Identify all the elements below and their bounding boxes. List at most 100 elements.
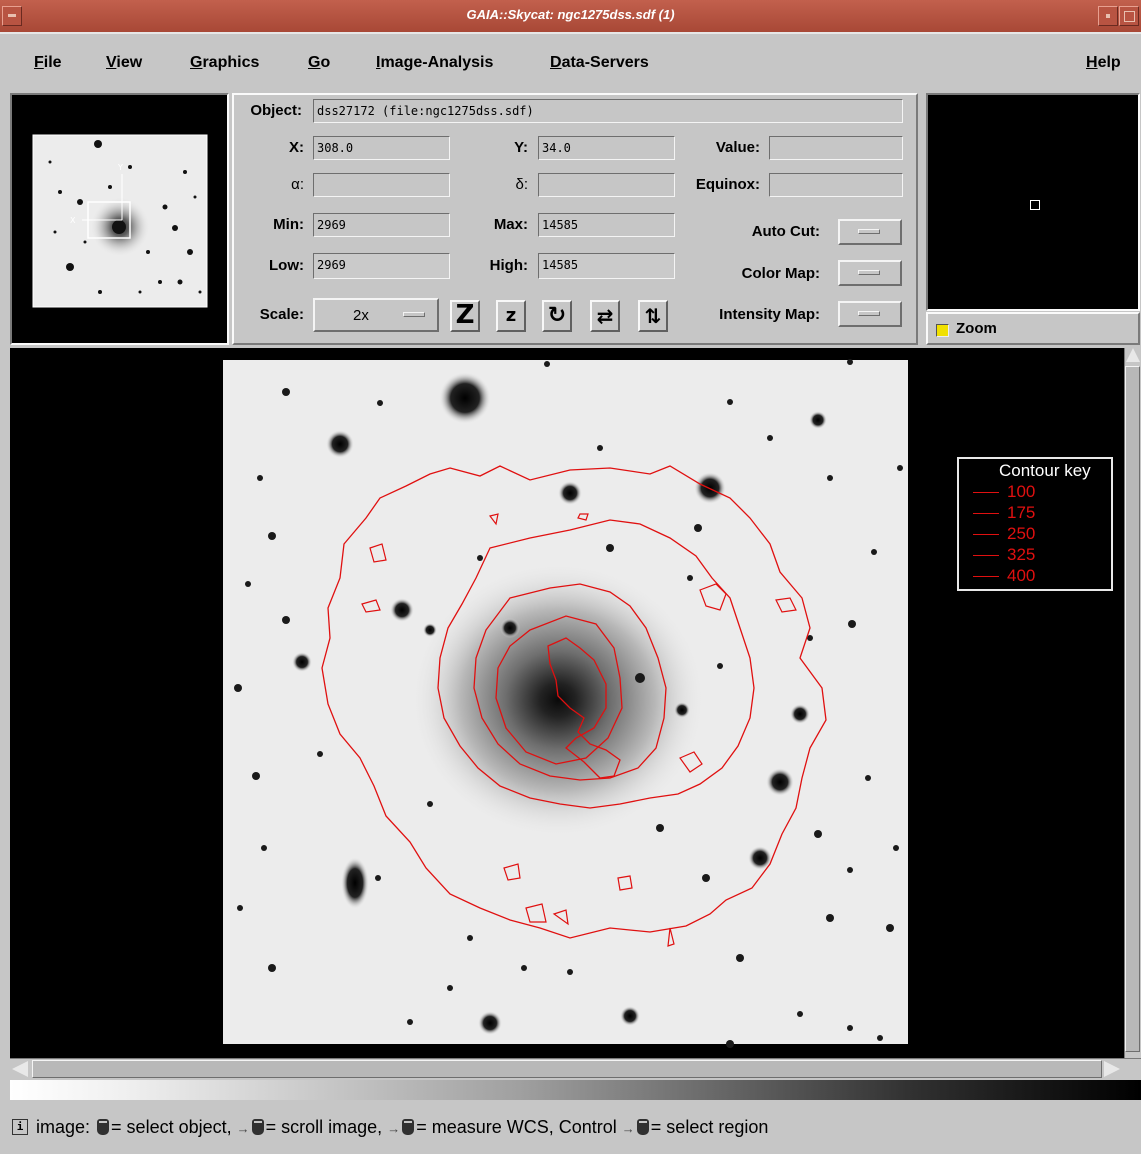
zoom-window xyxy=(926,93,1140,311)
min-field[interactable]: 2969 xyxy=(313,213,450,237)
scroll-right-icon[interactable] xyxy=(1104,1061,1120,1077)
contour-islands xyxy=(361,513,797,947)
menu-help-label: elp xyxy=(1097,54,1121,71)
contour-level-3 xyxy=(473,583,667,781)
scale-menu-button[interactable]: 2x xyxy=(313,298,439,332)
contour-level-4 xyxy=(495,615,623,765)
contour-key-entry: 100 xyxy=(971,482,1111,503)
contour-level-2 xyxy=(437,519,755,809)
alpha-label: α: xyxy=(291,176,304,193)
status-select-region: = select region xyxy=(650,1117,769,1137)
delta-field[interactable] xyxy=(538,173,675,197)
intensity-map-menu-button[interactable] xyxy=(838,301,902,327)
menu-view[interactable]: View xyxy=(106,54,142,72)
maximize-icon xyxy=(1124,11,1135,22)
scroll-left-icon[interactable] xyxy=(12,1061,28,1077)
menu-data-servers-label: ata-Servers xyxy=(561,54,649,71)
low-label: Low: xyxy=(269,257,304,274)
mouse-button-icon xyxy=(402,1119,415,1135)
drag-arrow-icon: → xyxy=(236,1121,250,1136)
contour-line-swatch xyxy=(973,492,999,493)
maximize-button[interactable] xyxy=(1119,6,1139,26)
delta-label: δ: xyxy=(515,176,528,193)
zoom-toggle[interactable]: Zoom xyxy=(926,312,1140,345)
mouse-button-icon xyxy=(251,1119,264,1135)
high-field[interactable]: 14585 xyxy=(538,253,675,279)
contour-line-swatch xyxy=(973,534,999,535)
equinox-field[interactable] xyxy=(769,173,903,197)
panner-core xyxy=(112,220,126,234)
horizontal-scrollbar[interactable] xyxy=(10,1058,1141,1080)
menu-view-label: iew xyxy=(116,54,143,71)
window-menu-button[interactable] xyxy=(2,6,22,26)
scale-label: Scale: xyxy=(259,306,304,323)
panner-thumbnail[interactable]: Y X xyxy=(30,132,210,310)
contour-level-5 xyxy=(547,637,621,779)
auto-cut-menu-button[interactable] xyxy=(838,219,902,245)
contour-level-label: 250 xyxy=(1007,524,1036,543)
equinox-label: Equinox: xyxy=(695,176,760,193)
minimize-button[interactable] xyxy=(1098,6,1118,26)
compass-e-label: X xyxy=(70,216,76,225)
color-map-label: Color Map: xyxy=(741,265,820,282)
menu-indicator-icon xyxy=(403,312,425,317)
object-label: Object: xyxy=(250,102,302,119)
compass-n-label: Y xyxy=(117,163,123,172)
menu-help-mnemonic: H xyxy=(1086,54,1098,71)
contour-key-title: Contour key xyxy=(999,461,1091,480)
scroll-up-icon[interactable] xyxy=(1126,348,1140,362)
x-field[interactable]: 308.0 xyxy=(313,136,450,160)
flip-x-button[interactable]: ⇄ xyxy=(590,300,620,332)
menu-indicator-icon xyxy=(858,270,880,275)
color-map-menu-button[interactable] xyxy=(838,260,902,286)
contour-lines xyxy=(321,465,827,939)
max-label: Max: xyxy=(493,216,528,233)
rotate-button[interactable]: ↻ xyxy=(542,300,572,332)
value-field[interactable] xyxy=(769,136,903,160)
menu-data-servers[interactable]: Data-Servers xyxy=(550,54,649,72)
object-field[interactable]: dss27172 (file:ngc1275dss.sdf) xyxy=(313,99,903,123)
status-measure-wcs: = measure WCS, Control xyxy=(416,1117,617,1137)
contour-level-label: 100 xyxy=(1007,482,1036,501)
drag-arrow-icon: → xyxy=(387,1121,401,1136)
horizontal-scroll-thumb[interactable] xyxy=(32,1060,1102,1078)
contour-key-entry: 325 xyxy=(971,545,1111,566)
contour-key-entry: 250 xyxy=(971,524,1111,545)
low-field[interactable]: 2969 xyxy=(313,253,450,279)
menu-help[interactable]: Help xyxy=(1086,54,1121,72)
menu-bar: File View Graphics Go Image-Analysis Dat… xyxy=(0,32,1141,88)
zoom-checkbox-icon[interactable] xyxy=(936,324,949,337)
menu-go[interactable]: Go xyxy=(308,54,330,72)
image-canvas[interactable]: Contour key 100 175 250 325 400 xyxy=(10,348,1124,1058)
zoom-label: Zoom xyxy=(956,320,997,337)
vertical-scrollbar[interactable] xyxy=(1124,348,1141,1058)
window-title: GAIA::Skycat: ngc1275dss.sdf (1) xyxy=(466,7,675,22)
y-field[interactable]: 34.0 xyxy=(538,136,675,160)
flip-y-button[interactable]: ⇅ xyxy=(638,300,668,332)
panner-panel[interactable]: Y X xyxy=(10,93,229,345)
menu-file[interactable]: File xyxy=(34,54,62,72)
contour-level-label: 175 xyxy=(1007,503,1036,522)
zoom-cursor-box xyxy=(1030,200,1040,210)
vertical-scroll-thumb[interactable] xyxy=(1125,366,1140,1052)
alpha-field[interactable] xyxy=(313,173,450,197)
max-field[interactable]: 14585 xyxy=(538,213,675,237)
minimize-icon xyxy=(1106,14,1110,18)
menu-go-mnemonic: G xyxy=(308,54,321,71)
contour-key-entry: 175 xyxy=(971,503,1111,524)
galaxy-ngc1275 xyxy=(408,560,708,840)
status-prefix: image: xyxy=(36,1117,91,1137)
menu-graphics[interactable]: Graphics xyxy=(190,54,259,72)
title-bar: GAIA::Skycat: ngc1275dss.sdf (1) xyxy=(0,0,1141,33)
drag-arrow-icon: → xyxy=(621,1121,635,1136)
colorbar[interactable] xyxy=(10,1080,1141,1100)
image-display[interactable] xyxy=(10,348,1124,1058)
menu-data-servers-mnemonic: D xyxy=(550,54,562,71)
info-panel xyxy=(232,93,918,345)
intensity-map-label: Intensity Map: xyxy=(719,306,820,323)
menu-image-analysis[interactable]: Image-Analysis xyxy=(376,54,493,72)
zoom-in-button[interactable]: Z xyxy=(450,300,480,332)
zoom-out-button[interactable]: z xyxy=(496,300,526,332)
high-label: High: xyxy=(489,257,528,274)
status-bar: i image: = select object, → = scroll imag… xyxy=(0,1103,1141,1154)
